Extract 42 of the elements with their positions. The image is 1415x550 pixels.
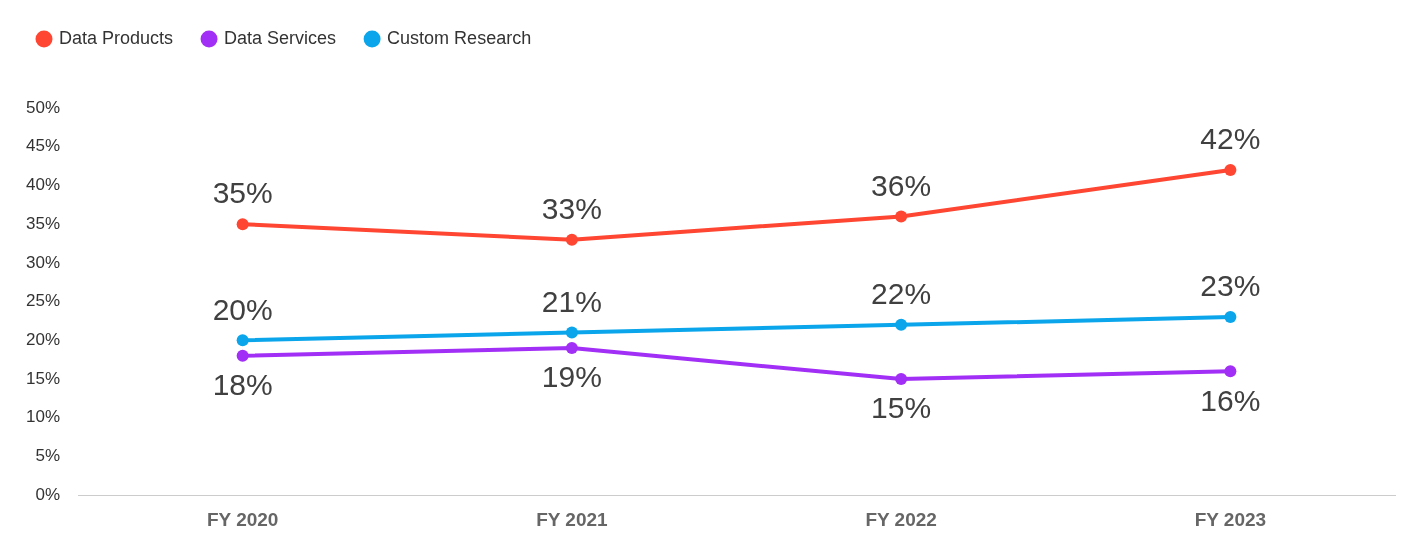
data-label: 33% [541,191,602,225]
y-tick-label: 40% [25,175,61,195]
point [236,349,249,362]
point [236,218,249,231]
x-tick-label: FY 2023 [1194,508,1267,530]
data-label: 22% [871,277,932,311]
point [236,334,249,347]
x-tick-label: FY 2021 [536,508,609,530]
data-label: 23% [1200,269,1261,303]
point [1224,311,1237,324]
y-tick-label: 35% [25,213,61,233]
y-tick-label: 25% [25,291,61,311]
data-label: 21% [541,284,602,318]
point [1224,163,1237,176]
point [565,342,578,355]
data-label: 18% [212,368,273,402]
y-tick-label: 20% [25,330,61,350]
y-tick-label: 15% [25,368,61,388]
y-tick-label: 5% [35,446,61,466]
point [895,318,908,331]
data-label: 15% [871,391,932,425]
x-tick-label: FY 2020 [206,508,279,530]
data-label: 35% [212,176,273,210]
data-label: 16% [1200,383,1261,417]
data-label: 20% [212,292,273,326]
y-tick-label: 50% [25,97,61,117]
data-label: 42% [1200,122,1261,156]
x-tick-label: FY 2022 [865,508,937,530]
point [565,233,578,246]
legend-label: Custom Research [387,27,532,48]
legend-label: Data Services [224,27,337,48]
y-tick-label: 45% [25,136,61,156]
point [895,210,908,223]
point [1224,365,1237,378]
y-tick-label: 0% [35,484,61,504]
point [565,326,578,339]
y-tick-label: 30% [25,252,61,272]
legend-label: Data Products [59,27,174,48]
data-label: 36% [871,168,932,202]
data-label: 19% [541,360,602,394]
y-tick-label: 10% [25,407,61,427]
point [895,373,908,386]
